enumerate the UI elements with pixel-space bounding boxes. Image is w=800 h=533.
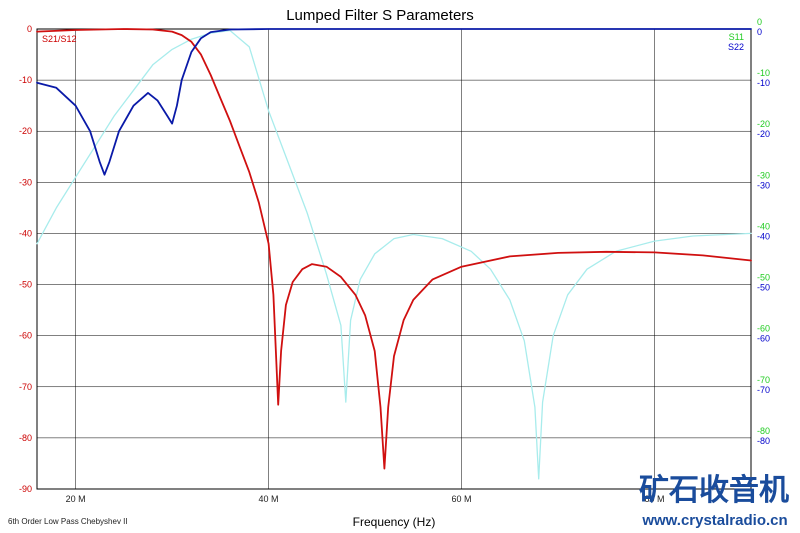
legend-s21: S21/S12 xyxy=(42,34,77,44)
y-tick-right-s11-6: -60 xyxy=(757,324,770,334)
y-tick-right-s11-8: -80 xyxy=(757,426,770,436)
y-tick-left-2: -20 xyxy=(19,126,32,136)
y-tick-left-6: -60 xyxy=(19,331,32,341)
y-tick-left-5: -50 xyxy=(19,280,32,290)
x-tick-3: 80 M xyxy=(645,494,665,504)
y-tick-right-s11-1: -10 xyxy=(757,68,770,78)
watermark-title: 矿石收音机 xyxy=(639,473,789,507)
x-tick-2: 60 M xyxy=(452,494,472,504)
y-tick-left-7: -70 xyxy=(19,382,32,392)
y-tick-left-8: -80 xyxy=(19,433,32,443)
y-tick-right-s11-5: -50 xyxy=(757,273,770,283)
chart-title: Lumped Filter S Parameters xyxy=(286,7,474,24)
legend-s22: S22 xyxy=(728,42,744,52)
grid xyxy=(37,29,751,489)
y-tick-right-s22-3: -30 xyxy=(757,180,770,190)
series-s11 xyxy=(36,29,752,480)
watermark: 矿石收音机 www.crystalradio.cn xyxy=(639,473,789,529)
y-axis-left: 0 -10 -20 -30 -40 -50 -60 -70 -80 -90 xyxy=(19,24,32,494)
y-tick-right-s11-4: -40 xyxy=(757,221,770,231)
y-tick-right-s22-6: -60 xyxy=(757,334,770,344)
y-tick-right-s22-5: -50 xyxy=(757,283,770,293)
y-tick-right-s11-7: -70 xyxy=(757,375,770,385)
y-axis-right: 00 -10-10 -20-20 -30-30 -40-40 -50-50 -60-60 -7… xyxy=(757,17,770,446)
y-tick-right-s22-1: -10 xyxy=(757,78,770,88)
x-tick-1: 40 M xyxy=(259,494,279,504)
plot-frame xyxy=(36,28,752,490)
y-tick-left-4: -40 xyxy=(19,228,32,238)
x-tick-0: 20 M xyxy=(66,494,86,504)
y-tick-right-s11-0: 0 xyxy=(757,17,762,27)
y-tick-left-3: -30 xyxy=(19,177,32,187)
series-s21-s12 xyxy=(36,28,752,470)
x-axis: 20 M 40 M 60 M 80 M xyxy=(66,494,665,504)
y-tick-left-1: -10 xyxy=(19,75,32,85)
watermark-url: www.crystalradio.cn xyxy=(641,512,787,529)
y-tick-right-s22-0: 0 xyxy=(757,27,762,37)
y-tick-right-s22-4: -40 xyxy=(757,231,770,241)
series-group xyxy=(36,28,752,480)
y-tick-left-9: -90 xyxy=(19,484,32,494)
y-tick-right-s22-8: -80 xyxy=(757,436,770,446)
footnote: 6th Order Low Pass Chebyshev II xyxy=(8,517,128,526)
y-tick-right-s11-2: -20 xyxy=(757,119,770,129)
series-s22 xyxy=(36,28,752,176)
y-tick-right-s22-2: -20 xyxy=(757,129,770,139)
x-axis-label: Frequency (Hz) xyxy=(353,515,436,529)
y-tick-left-0: 0 xyxy=(27,24,32,34)
y-tick-right-s22-7: -70 xyxy=(757,385,770,395)
y-tick-right-s11-3: -30 xyxy=(757,170,770,180)
legend-s11: S11 xyxy=(729,32,744,42)
